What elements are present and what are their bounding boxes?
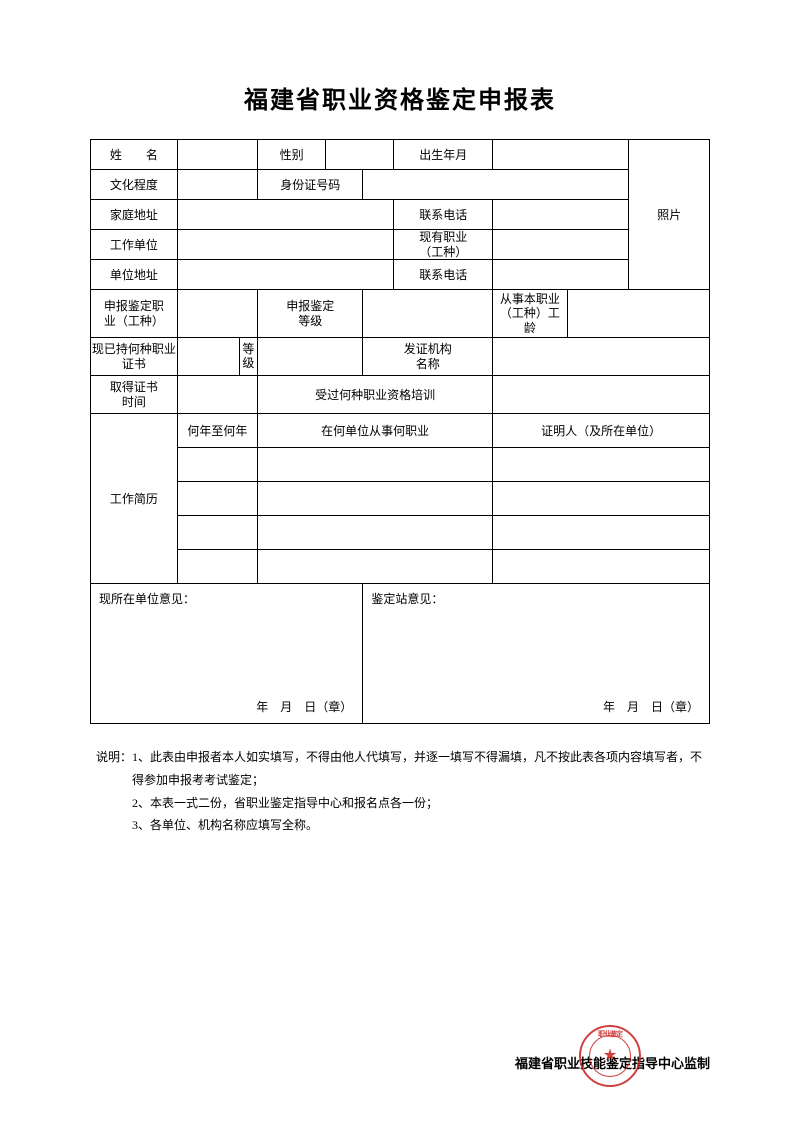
row-opinions: 现所在单位意见： 年 月 日（章） 鉴定站意见： 年 月 日（章） [91, 584, 710, 724]
field-idnumber[interactable] [363, 170, 629, 200]
label-education: 文化程度 [91, 170, 178, 200]
wh4-where[interactable] [258, 550, 493, 584]
field-applylevel[interactable] [363, 290, 493, 338]
row-education: 文化程度 身份证号码 [91, 170, 710, 200]
label-workunit: 工作单位 [91, 230, 178, 260]
workhistory-row-2 [91, 482, 710, 516]
page-container: 福建省职业资格鉴定申报表 姓 名 性别 出生年月 照片 文化程度 身份证号码 家… [0, 0, 800, 837]
label-homeaddress: 家庭地址 [91, 200, 178, 230]
note-item-2: 2、本表一式二份，省职业鉴定指导中心和报名点各一份； [132, 792, 710, 815]
label-birth: 出生年月 [394, 140, 493, 170]
label-contactphone2: 联系电话 [394, 260, 493, 290]
label-workhistory: 工作简历 [91, 414, 178, 584]
label-training: 受过何种职业资格培训 [258, 376, 493, 414]
station-opinion-date: 年 月 日（章） [603, 698, 699, 715]
label-wherewhat: 在何单位从事何职业 [258, 414, 493, 448]
seal-icon: 职业鉴定 ★ [579, 1025, 641, 1087]
wh3-witness[interactable] [493, 516, 710, 550]
footer-stamp-area: 福建省职业技能鉴定指导中心监制 职业鉴定 ★ [515, 1053, 710, 1072]
field-homeaddress[interactable] [177, 200, 394, 230]
label-stationopinion: 鉴定站意见： [371, 592, 443, 606]
wh1-where[interactable] [258, 448, 493, 482]
notes-body: 1、此表由申报者本人如实填写，不得由他人代填写，并逐一填写不得漏填，凡不按此表各… [132, 746, 710, 837]
application-form-table: 姓 名 性别 出生年月 照片 文化程度 身份证号码 家庭地址 联系电话 工作单位… [90, 139, 710, 724]
row-certdate: 取得证书 时间 受过何种职业资格培训 [91, 376, 710, 414]
notes-section: 说明： 1、此表由申报者本人如实填写，不得由他人代填写，并逐一填写不得漏填，凡不… [90, 746, 710, 837]
row-workunit: 工作单位 现有职业 （工种） [91, 230, 710, 260]
station-opinion-cell[interactable]: 鉴定站意见： 年 月 日（章） [363, 584, 710, 724]
field-training[interactable] [493, 376, 710, 414]
row-applyjob: 申报鉴定职 业（工种） 申报鉴定 等级 从事本职业 （工种）工 龄 [91, 290, 710, 338]
seal-star-icon: ★ [604, 1048, 617, 1065]
field-applyjob[interactable] [177, 290, 257, 338]
label-level: 等 级 [239, 338, 258, 376]
field-education[interactable] [177, 170, 257, 200]
label-unitopinion: 现所在单位意见： [99, 592, 195, 606]
wh1-years[interactable] [177, 448, 257, 482]
label-witness: 证明人（及所在单位） [493, 414, 710, 448]
label-gender: 性别 [258, 140, 326, 170]
field-jobyears[interactable] [567, 290, 709, 338]
field-birth[interactable] [493, 140, 629, 170]
label-contactphone: 联系电话 [394, 200, 493, 230]
field-issuer[interactable] [493, 338, 710, 376]
label-unitaddress: 单位地址 [91, 260, 178, 290]
note-item-3: 3、各单位、机构名称应填写全称。 [132, 814, 710, 837]
field-currentcert[interactable] [177, 338, 239, 376]
unit-opinion-cell[interactable]: 现所在单位意见： 年 月 日（章） [91, 584, 363, 724]
wh2-years[interactable] [177, 482, 257, 516]
row-homeaddress: 家庭地址 联系电话 [91, 200, 710, 230]
workhistory-row-4 [91, 550, 710, 584]
field-certdate[interactable] [177, 376, 257, 414]
field-contactphone[interactable] [493, 200, 629, 230]
label-certdate: 取得证书 时间 [91, 376, 178, 414]
wh3-years[interactable] [177, 516, 257, 550]
field-level[interactable] [258, 338, 363, 376]
wh1-witness[interactable] [493, 448, 710, 482]
field-name[interactable] [177, 140, 257, 170]
wh2-where[interactable] [258, 482, 493, 516]
label-issuer: 发证机构 名称 [363, 338, 493, 376]
field-gender[interactable] [326, 140, 394, 170]
unit-opinion-date: 年 月 日（章） [256, 698, 352, 715]
field-workunit[interactable] [177, 230, 394, 260]
label-currentcert: 现已持何种职业 证书 [91, 338, 178, 376]
field-currentjob[interactable] [493, 230, 629, 260]
row-currentcert: 现已持何种职业 证书 等 级 发证机构 名称 [91, 338, 710, 376]
wh3-where[interactable] [258, 516, 493, 550]
photo-cell[interactable]: 照片 [629, 140, 710, 290]
row-name: 姓 名 性别 出生年月 照片 [91, 140, 710, 170]
label-idnumber: 身份证号码 [258, 170, 363, 200]
label-jobyears: 从事本职业 （工种）工 龄 [493, 290, 567, 338]
field-contactphone2[interactable] [493, 260, 629, 290]
wh4-years[interactable] [177, 550, 257, 584]
wh2-witness[interactable] [493, 482, 710, 516]
notes-label: 说明： [96, 746, 132, 837]
note-item-1: 1、此表由申报者本人如实填写，不得由他人代填写，并逐一填写不得漏填，凡不按此表各… [132, 746, 710, 792]
row-workhistory-header: 工作简历 何年至何年 在何单位从事何职业 证明人（及所在单位） [91, 414, 710, 448]
workhistory-row-3 [91, 516, 710, 550]
label-yearrange: 何年至何年 [177, 414, 257, 448]
wh4-witness[interactable] [493, 550, 710, 584]
label-name: 姓 名 [91, 140, 178, 170]
label-applyjob: 申报鉴定职 业（工种） [91, 290, 178, 338]
document-title: 福建省职业资格鉴定申报表 [90, 80, 710, 115]
label-applylevel: 申报鉴定 等级 [258, 290, 363, 338]
label-currentjob: 现有职业 （工种） [394, 230, 493, 260]
workhistory-row-1 [91, 448, 710, 482]
seal-inner-circle: ★ [589, 1035, 631, 1077]
row-unitaddress: 单位地址 联系电话 [91, 260, 710, 290]
field-unitaddress[interactable] [177, 260, 394, 290]
